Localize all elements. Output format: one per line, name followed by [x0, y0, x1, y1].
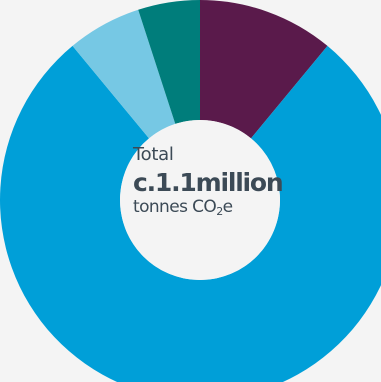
total-label: Total: [133, 144, 174, 165]
donut-slice-2: [0, 45, 381, 382]
donut-slice-1: [200, 0, 328, 139]
donut-center-label: Total c.1.1million tonnes CO2e: [133, 144, 284, 218]
total-unit: tonnes CO2e: [133, 197, 273, 218]
total-value: c.1.1million: [133, 168, 284, 197]
donut-slice-4: [138, 0, 200, 124]
total-unit-subscript: 2: [216, 205, 223, 218]
donut-slice-3: [72, 9, 176, 139]
donut-hole: [120, 120, 280, 280]
total-unit-prefix: tonnes CO: [133, 197, 217, 217]
total-unit-suffix: e: [222, 197, 233, 217]
